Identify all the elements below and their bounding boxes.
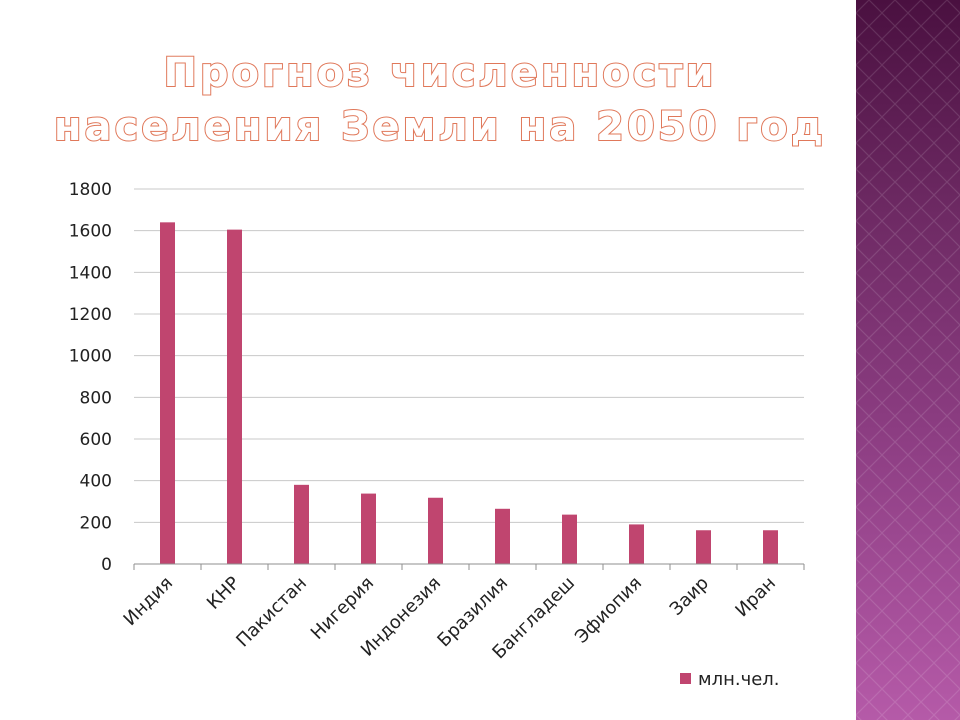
bar-6 bbox=[495, 508, 510, 564]
legend-swatch bbox=[680, 673, 691, 684]
y-tick-label: 1200 bbox=[69, 305, 112, 325]
bar-1 bbox=[160, 222, 175, 565]
legend: млн.чел. bbox=[680, 669, 780, 690]
y-axis-tick-labels: 0 200 400 600 800 1000 1200 1400 1600 1800 bbox=[69, 180, 112, 575]
bar-3 bbox=[294, 484, 309, 564]
y-tick-label: 1000 bbox=[69, 347, 112, 367]
x-category-label: Индия bbox=[120, 573, 177, 630]
x-category-label: Заир bbox=[666, 573, 713, 620]
y-tick-label: 200 bbox=[80, 513, 112, 533]
x-axis bbox=[133, 563, 805, 570]
bars bbox=[160, 222, 778, 565]
diamond-pattern bbox=[856, 0, 960, 720]
decorative-side-panel bbox=[856, 0, 960, 720]
x-category-label: Эфиопия bbox=[571, 573, 646, 648]
bar-chart: 0 200 400 600 800 1000 1200 1400 1600 1800 Индия К… bbox=[69, 180, 805, 690]
legend-label: млн.чел. bbox=[698, 669, 780, 690]
y-tick-label: 0 bbox=[101, 555, 112, 575]
x-category-label: Нигерия bbox=[307, 573, 378, 644]
title-line-2: населения Земли на 2050 год bbox=[53, 103, 827, 151]
y-tick-label: 1400 bbox=[69, 263, 112, 283]
bar-2 bbox=[227, 229, 242, 564]
side-strip bbox=[848, 0, 856, 720]
bar-4 bbox=[361, 493, 376, 564]
bar-8 bbox=[629, 524, 644, 564]
title-line-1: Прогноз численности bbox=[162, 49, 717, 97]
x-category-label: Пакистан bbox=[232, 573, 311, 652]
bar-5 bbox=[428, 497, 443, 564]
y-tick-label: 1800 bbox=[69, 180, 112, 200]
x-category-label: КНР bbox=[203, 573, 244, 614]
slide-title: Прогноз численности населения Земли на 2… bbox=[40, 46, 840, 154]
x-category-label: Иран bbox=[731, 573, 780, 622]
y-tick-label: 800 bbox=[80, 388, 112, 408]
y-tick-label: 1600 bbox=[69, 222, 112, 242]
y-tick-label: 400 bbox=[80, 472, 112, 492]
bar-9 bbox=[696, 530, 711, 564]
x-axis-category-labels: Индия КНРПакистанНигерияИндонезияБразилия… bbox=[120, 573, 780, 664]
gridlines bbox=[134, 188, 804, 523]
bar-7 bbox=[562, 514, 577, 564]
bar-10 bbox=[763, 530, 778, 564]
y-tick-label: 600 bbox=[80, 430, 112, 450]
